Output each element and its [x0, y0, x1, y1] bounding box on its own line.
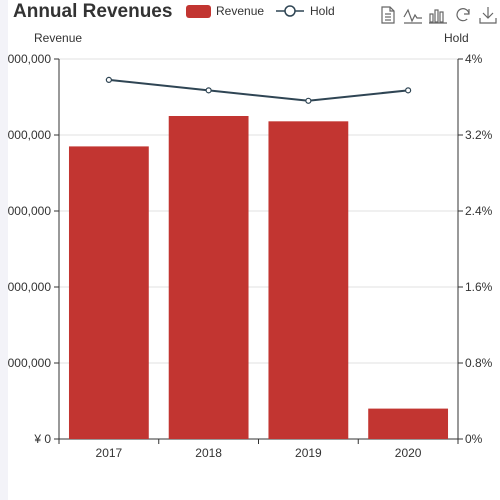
x-tick-label: 2018: [195, 446, 222, 460]
chart-title: Annual Revenues: [13, 1, 173, 22]
y-tick-label: 000,000: [8, 128, 51, 142]
hold-point: [405, 87, 412, 94]
x-tick-label: 2019: [295, 446, 322, 460]
legend-swatch-hold: [276, 5, 304, 17]
y2-axis-name: Hold: [444, 31, 469, 45]
line-chart-icon[interactable]: [403, 5, 423, 25]
bar: [168, 116, 249, 439]
hold-point: [105, 76, 112, 84]
y2-tick-label: 0.8%: [465, 356, 493, 370]
download-icon[interactable]: [478, 5, 498, 25]
y-tick-label: ¥ 0: [33, 432, 51, 446]
plot-area: ¥ 0 0% 000,000 0.8% 000,000 1.6% 000,000 2.4% 00…: [8, 52, 493, 460]
y-tick-label: 000,000: [8, 52, 51, 66]
y2-tick-label: 1.6%: [465, 280, 493, 294]
y-tick-label: 000,000: [8, 356, 51, 370]
bar: [268, 121, 349, 439]
x-tick-label: 2020: [395, 446, 422, 460]
y2-tick-label: 4%: [465, 52, 483, 66]
legend-label-hold: Hold: [310, 4, 335, 18]
bar: [368, 408, 449, 439]
data-view-icon[interactable]: [378, 5, 398, 25]
hold-point: [305, 97, 312, 104]
y2-tick-label: 2.4%: [465, 204, 493, 218]
y-axis-name: Revenue: [34, 31, 83, 45]
legend-label-revenue: Revenue: [216, 4, 265, 18]
y2-tick-label: 0%: [465, 432, 483, 446]
hold-point: [205, 87, 212, 94]
y2-tick-label: 3.2%: [465, 128, 493, 142]
legend-swatch-revenue: [186, 5, 211, 18]
y-tick-label: 000,000: [8, 204, 51, 218]
restore-icon[interactable]: [453, 5, 473, 25]
hold-line: [108, 78, 409, 102]
y-tick-label: 000,000: [8, 280, 51, 294]
bar: [68, 146, 149, 439]
x-tick-label: 2017: [96, 446, 123, 460]
bar-chart-icon[interactable]: [428, 5, 448, 25]
chart-panel: Annual Revenues Revenue Hold: [8, 0, 500, 500]
